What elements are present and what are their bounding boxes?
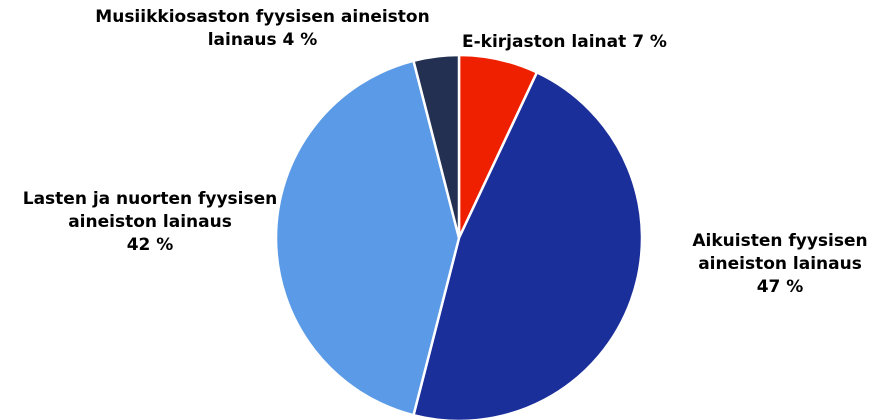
slice-label: E-kirjaston lainat 7 % — [462, 31, 667, 54]
slice-label: Aikuisten fyysisen aineiston lainaus 47 … — [675, 230, 884, 299]
pie-slice — [411, 70, 644, 420]
slice-label: Lasten ja nuorten fyysisen aineiston lai… — [5, 188, 295, 257]
value-label: 4 % — [282, 30, 318, 50]
value-label: 42 % — [126, 235, 174, 255]
category-label: Musiikkiosaston fyysisen aineiston laina… — [95, 7, 430, 50]
value-label: 7 % — [632, 32, 667, 52]
pie-slice — [274, 59, 461, 417]
category-label: E-kirjaston lainat — [462, 32, 627, 52]
category-label: Aikuisten fyysisen aineiston lainaus — [692, 231, 868, 274]
value-label: 47 % — [756, 277, 804, 297]
slice-label: Musiikkiosaston fyysisen aineiston laina… — [70, 6, 455, 52]
category-label: Lasten ja nuorten fyysisen aineiston lai… — [22, 189, 278, 232]
pie-slice — [411, 53, 461, 239]
